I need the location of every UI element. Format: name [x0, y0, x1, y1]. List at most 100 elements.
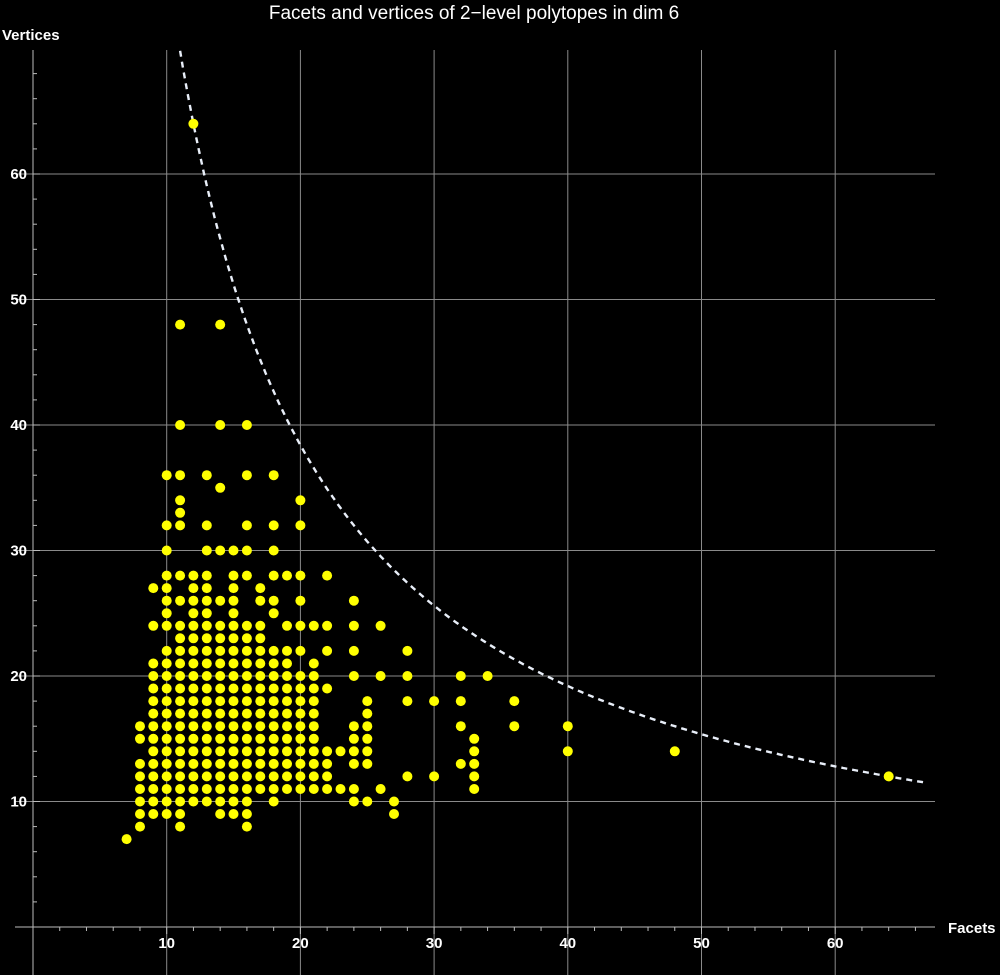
data-point [175, 721, 186, 732]
data-point [282, 771, 292, 782]
data-point [201, 671, 212, 681]
data-point [175, 784, 186, 794]
data-point [175, 821, 186, 832]
data-point [241, 645, 252, 656]
x-axis-label: Facets [948, 920, 996, 937]
tick-labels: 10 20 30 40 50 60 10 20 30 40 50 60 [10, 166, 843, 952]
bound-curve [178, 50, 927, 784]
data-point [429, 696, 440, 707]
data-point [228, 583, 239, 594]
data-point [362, 758, 373, 769]
data-point [228, 746, 239, 757]
data-point [308, 784, 319, 794]
data-point [282, 683, 292, 694]
data-point [295, 495, 306, 506]
data-point [295, 620, 306, 631]
data-point [161, 583, 172, 594]
data-point [295, 733, 306, 744]
data-point [228, 608, 239, 619]
data-point [282, 620, 292, 631]
data-point [161, 796, 172, 807]
data-point [322, 683, 333, 694]
data-point [135, 771, 145, 782]
data-point [215, 671, 226, 681]
data-point [282, 708, 292, 719]
data-point [188, 746, 199, 757]
data-point [241, 821, 252, 832]
data-point [362, 708, 373, 719]
data-point [201, 733, 212, 744]
data-point [228, 545, 239, 556]
data-point [268, 784, 279, 794]
y-axis-label: Vertices [2, 27, 60, 44]
data-point [161, 721, 172, 732]
data-point [268, 470, 279, 481]
data-point [255, 658, 266, 669]
data-point [469, 746, 480, 757]
data-point [268, 671, 279, 681]
data-point [148, 796, 159, 807]
data-point [201, 696, 212, 707]
x-tick-label: 20 [292, 935, 309, 952]
data-point [322, 570, 333, 581]
data-point [135, 733, 145, 744]
data-point [175, 771, 186, 782]
data-point [175, 620, 186, 631]
data-point [175, 671, 186, 681]
data-point [215, 809, 226, 819]
data-point [175, 746, 186, 757]
y-tick-label: 20 [10, 668, 27, 685]
data-point [201, 570, 212, 581]
data-point [295, 683, 306, 694]
data-point [295, 708, 306, 719]
data-point [322, 758, 333, 769]
data-point [241, 620, 252, 631]
data-point [241, 796, 252, 807]
data-point [215, 620, 226, 631]
data-point [175, 708, 186, 719]
data-point [241, 746, 252, 757]
data-point [175, 420, 186, 430]
data-point [308, 746, 319, 757]
data-point [429, 771, 440, 782]
data-point [308, 708, 319, 719]
data-point [215, 645, 226, 656]
data-point [188, 721, 199, 732]
data-point [295, 570, 306, 581]
data-point [215, 771, 226, 782]
data-point [308, 671, 319, 681]
data-point [201, 721, 212, 732]
data-point [228, 758, 239, 769]
data-point [201, 620, 212, 631]
data-point [268, 545, 279, 556]
data-point [255, 645, 266, 656]
data-point [148, 721, 159, 732]
data-point [148, 658, 159, 669]
data-point [255, 746, 266, 757]
data-point [228, 708, 239, 719]
data-point [135, 721, 145, 732]
data-point [348, 620, 359, 631]
data-point [201, 658, 212, 669]
data-point [241, 696, 252, 707]
data-point [228, 721, 239, 732]
data-point [295, 758, 306, 769]
data-point [188, 620, 199, 631]
data-point [308, 658, 319, 669]
data-point [201, 595, 212, 606]
data-point [228, 771, 239, 782]
data-point [389, 796, 399, 807]
data-point [148, 771, 159, 782]
data-point [268, 696, 279, 707]
data-point [161, 696, 172, 707]
data-point [161, 784, 172, 794]
data-point [175, 633, 186, 644]
data-point [188, 758, 199, 769]
data-point [161, 595, 172, 606]
data-point [883, 771, 894, 782]
data-point [188, 733, 199, 744]
data-point [161, 683, 172, 694]
data-point [161, 570, 172, 581]
data-point [148, 696, 159, 707]
